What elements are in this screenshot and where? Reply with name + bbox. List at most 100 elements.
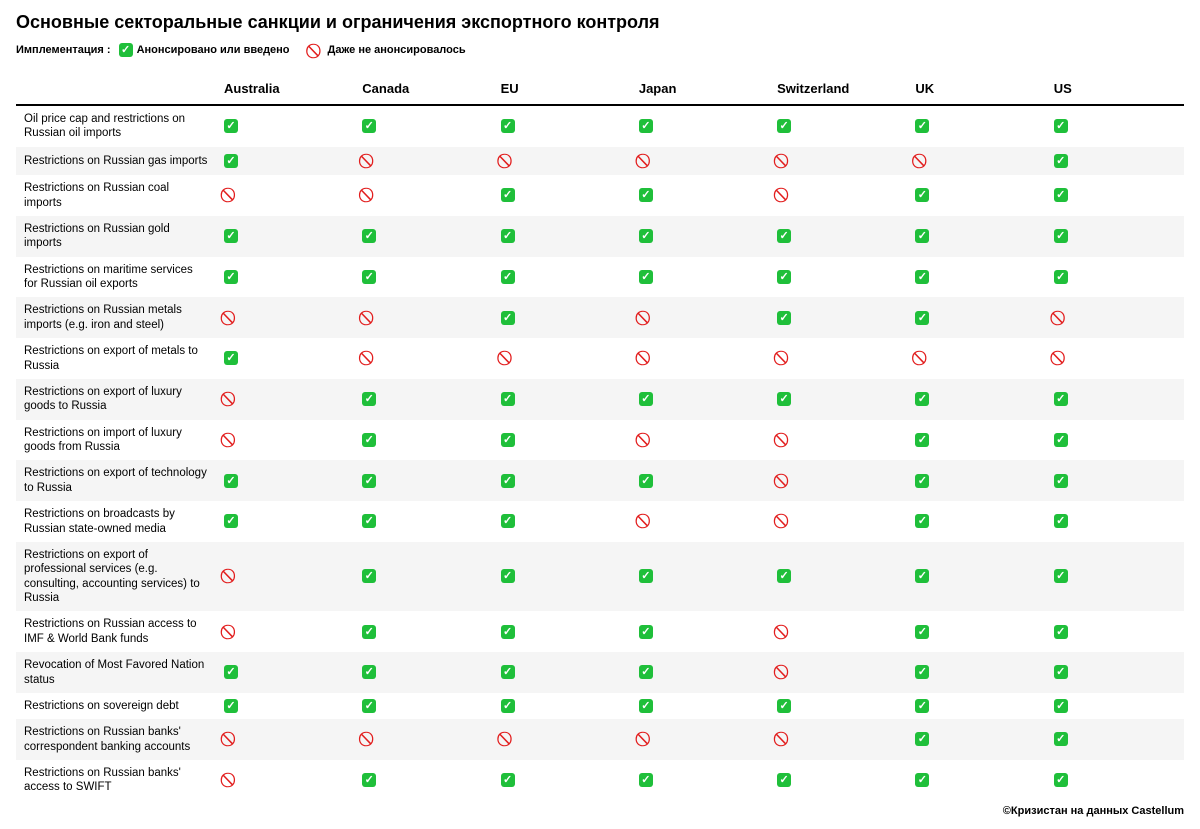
prohibited-icon: ⃠ [639, 350, 653, 364]
status-cell: ✓ [907, 760, 1045, 801]
status-cell: ✓ [354, 760, 492, 801]
status-cell: ✓ [631, 460, 769, 501]
sanctions-table: AustraliaCanadaEUJapanSwitzerlandUKUS Oi… [16, 75, 1184, 801]
prohibited-icon: ⃠ [777, 473, 791, 487]
check-icon: ✓ [639, 119, 653, 133]
prohibited-icon: ⃠ [224, 731, 238, 745]
status-cell: ✓ [769, 379, 907, 420]
check-icon: ✓ [915, 433, 929, 447]
table-row: Restrictions on export of professional s… [16, 542, 1184, 612]
check-icon: ✓ [501, 625, 515, 639]
column-header: Canada [354, 75, 492, 105]
check-icon: ✓ [915, 229, 929, 243]
prohibited-icon: ⃠ [362, 350, 376, 364]
check-icon: ✓ [1054, 154, 1068, 168]
status-cell: ✓ [354, 379, 492, 420]
status-cell: ✓ [1046, 652, 1184, 693]
prohibited-icon: ⃠ [777, 187, 791, 201]
status-cell: ✓ [354, 542, 492, 612]
check-icon: ✓ [362, 433, 376, 447]
status-cell: ✓ [769, 760, 907, 801]
status-cell: ✓ [1046, 501, 1184, 542]
status-cell: ✓ [907, 379, 1045, 420]
column-header: US [1046, 75, 1184, 105]
row-label: Restrictions on broadcasts by Russian st… [16, 501, 216, 542]
check-icon: ✓ [362, 625, 376, 639]
check-icon: ✓ [1054, 732, 1068, 746]
prohibited-icon: ⃠ [777, 664, 791, 678]
status-cell: ⃠ [631, 147, 769, 175]
prohibited-icon: ⃠ [501, 153, 515, 167]
check-icon: ✓ [639, 625, 653, 639]
check-icon: ✓ [777, 773, 791, 787]
row-label: Restrictions on maritime services for Ru… [16, 257, 216, 298]
status-cell: ✓ [907, 501, 1045, 542]
table-row: Restrictions on maritime services for Ru… [16, 257, 1184, 298]
status-cell: ⃠ [769, 175, 907, 216]
prohibited-icon: ⃠ [362, 187, 376, 201]
prohibited-icon: ⃠ [224, 624, 238, 638]
column-header: Japan [631, 75, 769, 105]
status-cell: ✓ [493, 420, 631, 461]
status-cell: ✓ [493, 460, 631, 501]
status-cell: ✓ [631, 379, 769, 420]
check-icon: ✓ [639, 229, 653, 243]
status-cell: ✓ [354, 693, 492, 719]
check-icon: ✓ [777, 119, 791, 133]
status-cell: ✓ [907, 257, 1045, 298]
prohibited-icon: ⃠ [777, 731, 791, 745]
status-cell: ⃠ [354, 297, 492, 338]
status-cell: ✓ [631, 257, 769, 298]
status-cell: ✓ [1046, 257, 1184, 298]
row-label: Restrictions on sovereign debt [16, 693, 216, 719]
check-icon: ✓ [224, 474, 238, 488]
status-cell: ⃠ [354, 719, 492, 760]
status-cell: ✓ [1046, 611, 1184, 652]
status-cell: ✓ [493, 693, 631, 719]
table-row: Restrictions on import of luxury goods f… [16, 420, 1184, 461]
status-cell: ⃠ [769, 420, 907, 461]
status-cell: ✓ [769, 105, 907, 147]
status-cell: ✓ [1046, 105, 1184, 147]
status-cell: ✓ [216, 216, 354, 257]
status-cell: ✓ [631, 693, 769, 719]
status-cell: ✓ [1046, 542, 1184, 612]
status-cell: ✓ [907, 542, 1045, 612]
status-cell: ⃠ [216, 760, 354, 801]
page-title: Основные секторальные санкции и ограниче… [16, 12, 1184, 33]
check-icon: ✓ [1054, 433, 1068, 447]
prohibited-icon: ⃠ [777, 350, 791, 364]
check-icon: ✓ [362, 514, 376, 528]
legend: Имплементация : ✓ Анонсировано или введе… [16, 43, 1184, 57]
status-cell: ⃠ [216, 719, 354, 760]
status-cell: ⃠ [216, 297, 354, 338]
status-cell: ✓ [1046, 379, 1184, 420]
check-icon: ✓ [1054, 569, 1068, 583]
status-cell: ⃠ [769, 338, 907, 379]
status-cell: ✓ [1046, 175, 1184, 216]
prohibited-icon: ⃠ [777, 432, 791, 446]
status-cell: ⃠ [216, 542, 354, 612]
status-cell: ⃠ [769, 611, 907, 652]
status-cell: ✓ [907, 216, 1045, 257]
check-icon: ✓ [915, 665, 929, 679]
status-cell: ✓ [1046, 719, 1184, 760]
check-icon: ✓ [501, 392, 515, 406]
check-icon: ✓ [501, 188, 515, 202]
prohibited-icon: ⃠ [501, 350, 515, 364]
check-icon: ✓ [915, 270, 929, 284]
status-cell: ✓ [631, 652, 769, 693]
row-label: Restrictions on Russian metals imports (… [16, 297, 216, 338]
row-label: Restrictions on export of technology to … [16, 460, 216, 501]
check-icon: ✓ [362, 773, 376, 787]
status-cell: ⃠ [1046, 297, 1184, 338]
status-cell: ✓ [493, 257, 631, 298]
check-icon: ✓ [501, 229, 515, 243]
status-cell: ✓ [354, 460, 492, 501]
status-cell: ⃠ [493, 338, 631, 379]
status-cell: ⃠ [631, 338, 769, 379]
table-header-row: AustraliaCanadaEUJapanSwitzerlandUKUS [16, 75, 1184, 105]
status-cell: ✓ [216, 338, 354, 379]
check-icon: ✓ [639, 270, 653, 284]
check-icon: ✓ [777, 392, 791, 406]
